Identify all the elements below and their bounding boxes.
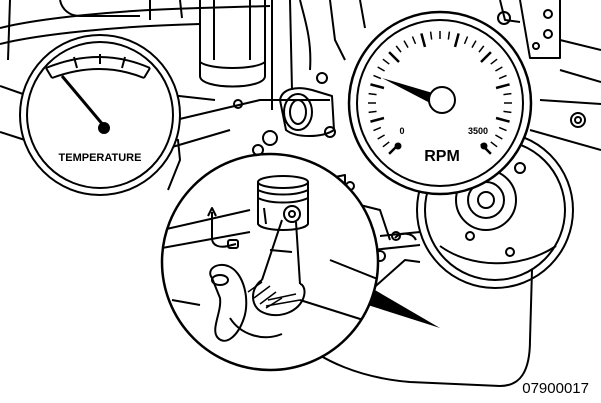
rpm-tick (447, 31, 451, 40)
crankshaft (209, 264, 283, 342)
figure-id: 07900017 (522, 380, 589, 397)
rpm-tick (495, 66, 503, 72)
rpm-tick (377, 66, 385, 72)
rpm-tick (498, 126, 507, 132)
pointer-arrow (352, 286, 440, 328)
rpm-tick (368, 110, 377, 114)
piston-inset (160, 152, 380, 372)
rpm-tick (453, 33, 460, 48)
dipstick (207, 207, 239, 249)
rpm-label: RPM (424, 148, 460, 165)
rpm-tick (368, 92, 377, 96)
piston (257, 175, 309, 231)
rpm-tick (463, 36, 469, 45)
rpm-tick (373, 74, 382, 80)
rpm-tick (495, 134, 503, 140)
rpm-tick (503, 92, 512, 96)
rpm-tick-marks (368, 31, 512, 155)
rpm-tick (495, 83, 510, 90)
rpm-tick (395, 45, 402, 53)
rpm-tick (382, 58, 390, 65)
rpm-tick (429, 31, 433, 40)
rpm-gauge: 0 3500 RPM (347, 10, 533, 196)
rpm-tick (388, 51, 400, 63)
rpm-tick (503, 110, 512, 114)
rpm-tick (377, 134, 385, 140)
rpm-tick (480, 51, 492, 63)
rpm-tick (420, 33, 427, 48)
rpm-tick (495, 116, 510, 123)
temperature-needle (60, 75, 110, 134)
rpm-tick (382, 141, 390, 148)
rpm-needle (382, 78, 456, 114)
rpm-tick (478, 45, 485, 53)
rpm-tick (490, 58, 498, 65)
temperature-gauge: TEMPERATURE (19, 34, 181, 196)
temperature-label: TEMPERATURE (59, 152, 142, 164)
connecting-rod (252, 219, 306, 317)
rpm-tick (498, 74, 507, 80)
rpm-tick (373, 126, 382, 132)
rpm-tick (411, 36, 417, 45)
rpm-max-label: 3500 (468, 126, 488, 136)
rpm-tick (370, 83, 385, 90)
rpm-min-label: 0 (399, 126, 404, 136)
rpm-tick (403, 40, 409, 48)
rpm-tick (471, 40, 477, 48)
rpm-tick (370, 116, 385, 123)
rpm-tick (490, 141, 498, 148)
